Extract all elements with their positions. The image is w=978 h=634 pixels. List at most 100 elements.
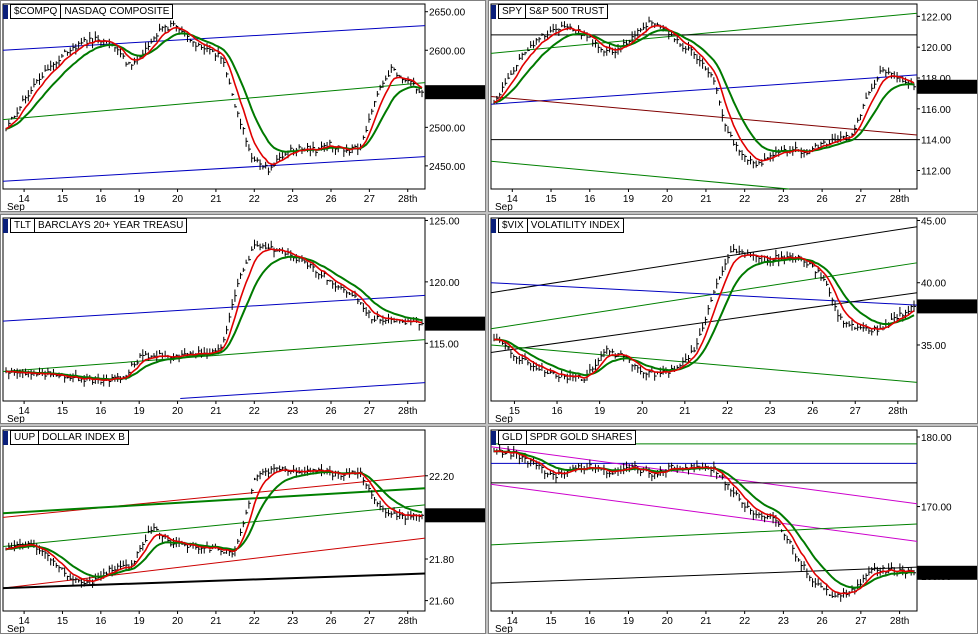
y-tick-label-0: 45.00 bbox=[921, 216, 946, 227]
y-tick-label-1: 2600.00 bbox=[429, 46, 466, 57]
x-tick-label-0: 14 bbox=[19, 194, 31, 205]
y-tick-label-5: 112.00 bbox=[921, 167, 951, 178]
x-tick-label-9: 27 bbox=[855, 616, 867, 627]
x-tick-label-0: 14 bbox=[19, 406, 31, 417]
x-tick-label-5: 21 bbox=[700, 616, 712, 627]
x-tick-label-8: 26 bbox=[325, 194, 337, 205]
x-tick-label-7: 23 bbox=[287, 194, 299, 205]
series-flag-icon bbox=[491, 430, 496, 445]
x-tick-label-3: 19 bbox=[623, 616, 635, 627]
moving-average-fast bbox=[493, 450, 915, 595]
trendline-2 bbox=[180, 382, 426, 400]
chart-panel-tlt: 125.00 120.00 115.00 116.60 14 15 16 19 20 21 22 23… bbox=[0, 214, 486, 424]
instrument-name: S&P 500 TRUST bbox=[526, 4, 609, 19]
last-price-box bbox=[917, 79, 977, 94]
x-tick-label-9: 28th bbox=[888, 406, 907, 417]
x-tick-label-0: 15 bbox=[509, 406, 521, 417]
x-tick-label-0: 14 bbox=[19, 616, 31, 627]
plot-area bbox=[490, 3, 918, 190]
x-tick-label-2: 16 bbox=[95, 406, 107, 417]
x-month-label: Sep bbox=[7, 202, 25, 211]
chart-panel-gld: 180.00170.00160.00160.491415161920212223… bbox=[488, 426, 978, 634]
chart-svg-spy: 122.00 120.00 118.00 116.00 114.00 112.00 117.… bbox=[490, 3, 977, 211]
trendline-1 bbox=[2, 82, 426, 121]
trendline-2 bbox=[2, 504, 426, 548]
plot-area bbox=[2, 217, 426, 402]
plot-area bbox=[490, 429, 918, 612]
series-flag-icon bbox=[3, 218, 8, 233]
x-month-label: Sep bbox=[495, 414, 513, 423]
x-tick-label-2: 16 bbox=[584, 194, 596, 205]
y-tick-label-3: 2500.00 bbox=[429, 123, 466, 134]
x-tick-label-2: 16 bbox=[95, 194, 107, 205]
x-tick-label-0: 14 bbox=[507, 616, 519, 627]
chart-svg-uup: 22.20 21.80 21.60 22.01 14 15 16 19 20 21 22 23 26 27… bbox=[2, 429, 485, 633]
moving-average-fast bbox=[5, 26, 423, 166]
trendline-2 bbox=[2, 156, 426, 182]
series-flag-icon bbox=[3, 4, 8, 19]
x-tick-label-8: 27 bbox=[850, 406, 862, 417]
trendline-3 bbox=[490, 96, 918, 136]
symbol-label: TLT bbox=[10, 218, 36, 233]
symbol-label: $VIX bbox=[498, 218, 528, 233]
plot-area bbox=[2, 3, 426, 190]
trendline-1 bbox=[490, 262, 918, 330]
trendline-0 bbox=[490, 12, 918, 54]
y-tick-label-2: 35.00 bbox=[921, 341, 946, 352]
trendline-4 bbox=[490, 483, 918, 542]
x-tick-label-4: 20 bbox=[172, 616, 184, 627]
x-tick-label-5: 21 bbox=[210, 616, 222, 627]
x-tick-label-4: 20 bbox=[662, 194, 674, 205]
x-tick-label-1: 16 bbox=[551, 406, 563, 417]
chart-title-spy: SPY S&P 500 TRUST bbox=[491, 4, 609, 19]
instrument-name: BARCLAYS 20+ YEAR TREASU bbox=[35, 218, 188, 233]
trendline-6 bbox=[490, 566, 918, 584]
trendline-0 bbox=[2, 475, 426, 518]
x-tick-label-5: 21 bbox=[700, 194, 712, 205]
x-month-label: Sep bbox=[495, 202, 513, 211]
trendline-2 bbox=[490, 74, 918, 105]
moving-average-fast bbox=[493, 24, 915, 162]
x-tick-label-8: 26 bbox=[325, 406, 337, 417]
instrument-name: NASDAQ COMPOSITE bbox=[61, 4, 174, 19]
y-tick-label-0: 22.20 bbox=[429, 472, 454, 483]
x-tick-label-6: 22 bbox=[249, 406, 261, 417]
trendline-4 bbox=[490, 344, 918, 383]
y-tick-label-4: 114.00 bbox=[921, 136, 951, 147]
x-tick-label-5: 21 bbox=[210, 194, 222, 205]
series-flag-icon bbox=[491, 218, 496, 233]
trendline-0 bbox=[490, 226, 918, 294]
last-price-box bbox=[425, 508, 485, 523]
x-tick-label-6: 22 bbox=[739, 616, 751, 627]
y-tick-label-1: 120.00 bbox=[921, 43, 952, 54]
instrument-name: DOLLAR INDEX B bbox=[39, 430, 129, 445]
x-tick-label-9: 27 bbox=[855, 194, 867, 205]
y-tick-label-1: 40.00 bbox=[921, 279, 946, 290]
x-tick-label-5: 22 bbox=[722, 406, 734, 417]
y-tick-label-0: 180.00 bbox=[921, 433, 952, 444]
x-tick-label-3: 20 bbox=[637, 406, 649, 417]
y-tick-label-4: 2450.00 bbox=[429, 162, 466, 173]
trendline-5 bbox=[490, 523, 918, 546]
x-tick-label-1: 15 bbox=[57, 406, 69, 417]
chart-title-tlt: TLT BARCLAYS 20+ YEAR TREASU bbox=[3, 218, 188, 233]
x-tick-label-1: 15 bbox=[545, 616, 557, 627]
trendline-2 bbox=[490, 282, 918, 306]
x-tick-label-2: 19 bbox=[594, 406, 606, 417]
trendline-4 bbox=[2, 572, 426, 590]
x-tick-label-4: 20 bbox=[662, 616, 674, 627]
x-tick-label-6: 22 bbox=[249, 616, 261, 627]
x-tick-label-7: 23 bbox=[778, 616, 790, 627]
x-tick-label-7: 23 bbox=[287, 406, 299, 417]
symbol-label: SPY bbox=[498, 4, 527, 19]
chart-title-uup: UUP DOLLAR INDEX B bbox=[3, 430, 129, 445]
x-tick-label-3: 19 bbox=[134, 194, 146, 205]
chart-panel-compq: 2650.002600.002550.002500.002450.002545.… bbox=[0, 0, 486, 212]
x-month-label: Sep bbox=[495, 624, 513, 633]
last-price-label: 160.49 bbox=[920, 569, 951, 580]
x-tick-label-10: 28th bbox=[398, 194, 417, 205]
last-price-label: 116.60 bbox=[428, 320, 458, 331]
moving-average-slow bbox=[493, 257, 915, 377]
x-tick-label-6: 22 bbox=[249, 194, 261, 205]
symbol-label: $COMPQ bbox=[10, 4, 62, 19]
